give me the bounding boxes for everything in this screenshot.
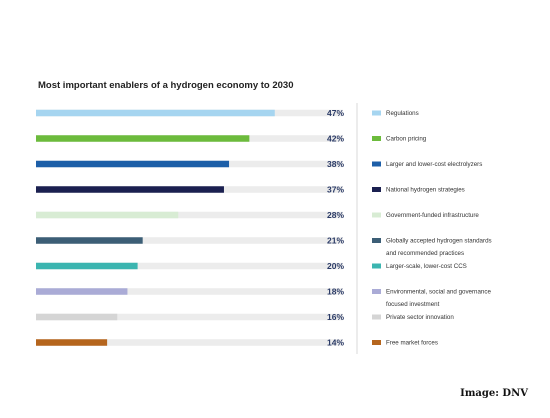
bar-track	[36, 262, 343, 270]
bar-value-label: 20%	[327, 261, 344, 271]
legend-swatch	[372, 187, 381, 192]
bar	[36, 186, 224, 193]
bar-track	[36, 313, 343, 321]
bar-track	[36, 211, 343, 219]
legend-label: Larger and lower-cost electrolyzers	[386, 161, 482, 168]
bar	[36, 339, 108, 346]
bar	[36, 313, 118, 321]
bar	[36, 262, 138, 270]
legend-swatch	[372, 340, 381, 345]
bar-value-label: 16%	[327, 312, 344, 322]
legend-swatch	[372, 289, 381, 294]
bar	[36, 288, 128, 295]
bar-value-label: 18%	[327, 287, 344, 297]
legend-label: Private sector innovation	[386, 314, 454, 321]
image-credit: Image: DNV	[460, 388, 528, 399]
legend-label: Globally accepted hydrogen standards	[386, 238, 492, 245]
bar-value-label: 37%	[327, 185, 344, 195]
bar	[36, 109, 275, 117]
legend-swatch	[372, 314, 381, 320]
legend-label: focused investment	[386, 301, 440, 308]
bar-value-label: 42%	[327, 134, 344, 144]
legend-label: Carbon pricing	[386, 136, 427, 143]
legend-swatch	[372, 212, 381, 218]
legend-label: Free market forces	[386, 340, 438, 347]
legend-label: Government-funded infrastructure	[386, 212, 479, 219]
bar	[36, 237, 143, 244]
legend-swatch	[372, 238, 381, 243]
bar-track	[36, 339, 343, 346]
chart-title: Most important enablers of a hydrogen ec…	[38, 80, 294, 91]
bar-value-label: 21%	[327, 236, 344, 246]
legend-label: National hydrogen strategies	[386, 187, 465, 194]
legend-label: and recommended practices	[386, 250, 464, 257]
legend-label: Regulations	[386, 110, 419, 117]
bar-value-label: 28%	[327, 210, 344, 220]
bar	[36, 211, 179, 219]
legend-label: Environmental, social and governance	[386, 289, 491, 296]
legend-swatch	[372, 136, 381, 141]
bar-value-label: 47%	[327, 108, 344, 118]
bar	[36, 135, 250, 142]
bar-value-label: 14%	[327, 338, 344, 348]
legend-swatch	[372, 263, 381, 269]
bar-value-label: 38%	[327, 159, 344, 169]
bar-track	[36, 237, 343, 244]
bar	[36, 160, 230, 168]
legend-swatch	[372, 161, 381, 167]
legend-swatch	[372, 110, 381, 116]
legend-label: Larger-scale, lower-cost CCS	[386, 263, 467, 270]
bar-track	[36, 288, 343, 295]
